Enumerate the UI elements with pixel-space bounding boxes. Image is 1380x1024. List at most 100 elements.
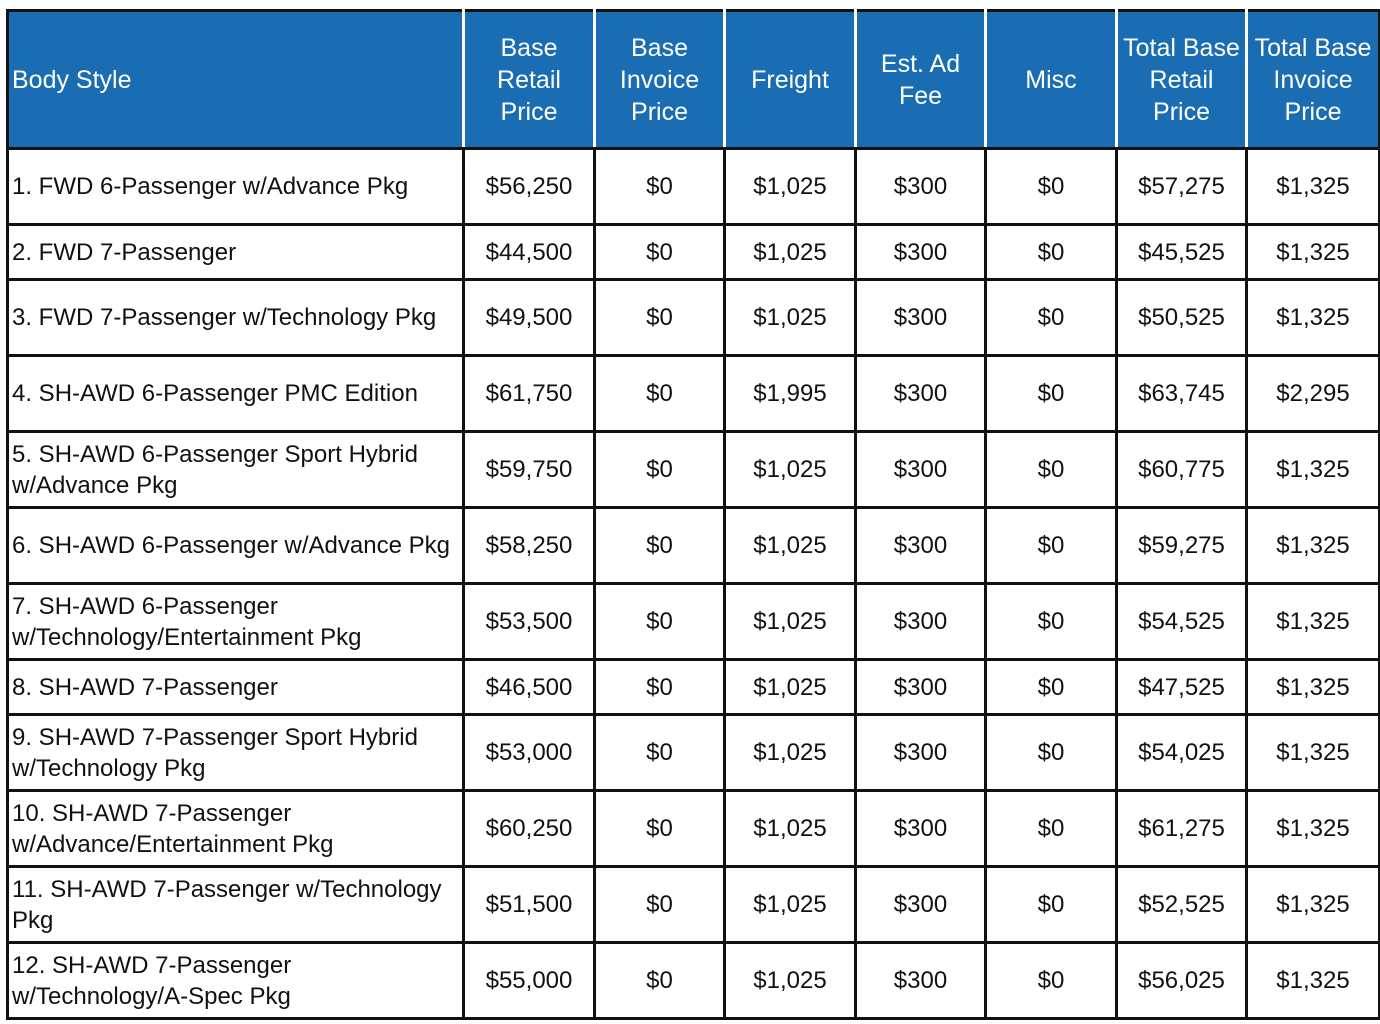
misc-cell: $0 xyxy=(984,506,1118,585)
base-invoice-price-cell: $0 xyxy=(593,582,726,661)
total-base-retail-price-cell: $54,025 xyxy=(1115,713,1248,792)
misc-cell: $0 xyxy=(984,354,1118,433)
est-ad-fee-cell: $300 xyxy=(854,147,987,226)
freight-cell: $1,025 xyxy=(723,506,857,585)
misc-cell: $0 xyxy=(984,223,1118,281)
body-style-cell: 7. SH-AWD 6-Passenger w/Technology/Enter… xyxy=(6,582,465,661)
misc-cell: $0 xyxy=(984,278,1118,357)
total-base-invoice-price-cell: $1,325 xyxy=(1245,278,1380,357)
freight-cell: $1,025 xyxy=(723,582,857,661)
table-row: 4. SH-AWD 6-Passenger PMC Edition $61,750… xyxy=(6,354,1380,433)
table-row: 3. FWD 7-Passenger w/Technology Pkg $49,5… xyxy=(6,278,1380,357)
freight-cell: $1,025 xyxy=(723,147,857,226)
table-row: 9. SH-AWD 7-Passenger Sport Hybrid w/Tec… xyxy=(6,713,1380,792)
body-style-cell: 6. SH-AWD 6-Passenger w/Advance Pkg xyxy=(6,506,465,585)
base-invoice-price-cell: $0 xyxy=(593,713,726,792)
col-header-body-style: Body Style xyxy=(6,9,465,150)
misc-cell: $0 xyxy=(984,865,1118,944)
base-invoice-price-cell: $0 xyxy=(593,941,726,1020)
total-base-invoice-price-cell: $1,325 xyxy=(1245,582,1380,661)
col-header-total-base-invoice-price: Total Base Invoice Price xyxy=(1245,9,1380,150)
total-base-invoice-price-cell: $1,325 xyxy=(1245,223,1380,281)
base-retail-price-cell: $51,500 xyxy=(462,865,596,944)
misc-cell: $0 xyxy=(984,713,1118,792)
est-ad-fee-cell: $300 xyxy=(854,506,987,585)
body-style-cell: 9. SH-AWD 7-Passenger Sport Hybrid w/Tec… xyxy=(6,713,465,792)
base-invoice-price-cell: $0 xyxy=(593,278,726,357)
body-style-cell: 4. SH-AWD 6-Passenger PMC Edition xyxy=(6,354,465,433)
table-header: Body Style Base Retail Price Base Invoic… xyxy=(6,9,1380,150)
freight-cell: $1,025 xyxy=(723,658,857,716)
total-base-retail-price-cell: $59,275 xyxy=(1115,506,1248,585)
base-retail-price-cell: $59,750 xyxy=(462,430,596,509)
body-style-cell: 11. SH-AWD 7-Passenger w/Technology Pkg xyxy=(6,865,465,944)
base-retail-price-cell: $49,500 xyxy=(462,278,596,357)
base-retail-price-cell: $46,500 xyxy=(462,658,596,716)
total-base-retail-price-cell: $63,745 xyxy=(1115,354,1248,433)
misc-cell: $0 xyxy=(984,582,1118,661)
pricing-table: Body Style Base Retail Price Base Invoic… xyxy=(6,9,1380,1020)
est-ad-fee-cell: $300 xyxy=(854,278,987,357)
table-row: 10. SH-AWD 7-Passenger w/Advance/Enterta… xyxy=(6,789,1380,868)
base-retail-price-cell: $61,750 xyxy=(462,354,596,433)
col-header-base-invoice-price: Base Invoice Price xyxy=(593,9,726,150)
base-retail-price-cell: $55,000 xyxy=(462,941,596,1020)
col-header-freight: Freight xyxy=(723,9,857,150)
est-ad-fee-cell: $300 xyxy=(854,223,987,281)
total-base-invoice-price-cell: $1,325 xyxy=(1245,941,1380,1020)
base-invoice-price-cell: $0 xyxy=(593,658,726,716)
body-style-cell: 12. SH-AWD 7-Passenger w/Technology/A-Sp… xyxy=(6,941,465,1020)
misc-cell: $0 xyxy=(984,147,1118,226)
total-base-retail-price-cell: $56,025 xyxy=(1115,941,1248,1020)
misc-cell: $0 xyxy=(984,941,1118,1020)
total-base-invoice-price-cell: $1,325 xyxy=(1245,147,1380,226)
body-style-cell: 2. FWD 7-Passenger xyxy=(6,223,465,281)
base-retail-price-cell: $58,250 xyxy=(462,506,596,585)
table-row: 5. SH-AWD 6-Passenger Sport Hybrid w/Adv… xyxy=(6,430,1380,509)
table-row: 6. SH-AWD 6-Passenger w/Advance Pkg $58,2… xyxy=(6,506,1380,585)
body-style-cell: 3. FWD 7-Passenger w/Technology Pkg xyxy=(6,278,465,357)
total-base-retail-price-cell: $45,525 xyxy=(1115,223,1248,281)
base-retail-price-cell: $56,250 xyxy=(462,147,596,226)
total-base-retail-price-cell: $54,525 xyxy=(1115,582,1248,661)
body-style-cell: 8. SH-AWD 7-Passenger xyxy=(6,658,465,716)
base-invoice-price-cell: $0 xyxy=(593,789,726,868)
est-ad-fee-cell: $300 xyxy=(854,658,987,716)
base-invoice-price-cell: $0 xyxy=(593,865,726,944)
body-style-cell: 10. SH-AWD 7-Passenger w/Advance/Enterta… xyxy=(6,789,465,868)
freight-cell: $1,025 xyxy=(723,865,857,944)
total-base-invoice-price-cell: $1,325 xyxy=(1245,713,1380,792)
total-base-retail-price-cell: $61,275 xyxy=(1115,789,1248,868)
total-base-retail-price-cell: $47,525 xyxy=(1115,658,1248,716)
freight-cell: $1,025 xyxy=(723,430,857,509)
freight-cell: $1,025 xyxy=(723,789,857,868)
table-row: 2. FWD 7-Passenger $44,500 $0 $1,025 $300 $0 $… xyxy=(6,223,1380,281)
total-base-retail-price-cell: $52,525 xyxy=(1115,865,1248,944)
base-invoice-price-cell: $0 xyxy=(593,223,726,281)
total-base-retail-price-cell: $57,275 xyxy=(1115,147,1248,226)
base-retail-price-cell: $53,500 xyxy=(462,582,596,661)
est-ad-fee-cell: $300 xyxy=(854,941,987,1020)
misc-cell: $0 xyxy=(984,430,1118,509)
base-retail-price-cell: $53,000 xyxy=(462,713,596,792)
freight-cell: $1,025 xyxy=(723,941,857,1020)
total-base-invoice-price-cell: $1,325 xyxy=(1245,865,1380,944)
col-header-base-retail-price: Base Retail Price xyxy=(462,9,596,150)
freight-cell: $1,025 xyxy=(723,713,857,792)
table-row: 12. SH-AWD 7-Passenger w/Technology/A-Sp… xyxy=(6,941,1380,1020)
table-row: 7. SH-AWD 6-Passenger w/Technology/Enter… xyxy=(6,582,1380,661)
total-base-invoice-price-cell: $1,325 xyxy=(1245,430,1380,509)
est-ad-fee-cell: $300 xyxy=(854,789,987,868)
table-row: 8. SH-AWD 7-Passenger $46,500 $0 $1,025 $300… xyxy=(6,658,1380,716)
col-header-total-base-retail-price: Total Base Retail Price xyxy=(1115,9,1248,150)
total-base-invoice-price-cell: $1,325 xyxy=(1245,789,1380,868)
total-base-invoice-price-cell: $1,325 xyxy=(1245,658,1380,716)
est-ad-fee-cell: $300 xyxy=(854,582,987,661)
freight-cell: $1,995 xyxy=(723,354,857,433)
est-ad-fee-cell: $300 xyxy=(854,865,987,944)
base-retail-price-cell: $60,250 xyxy=(462,789,596,868)
total-base-invoice-price-cell: $1,325 xyxy=(1245,506,1380,585)
col-header-misc: Misc xyxy=(984,9,1118,150)
misc-cell: $0 xyxy=(984,658,1118,716)
est-ad-fee-cell: $300 xyxy=(854,354,987,433)
